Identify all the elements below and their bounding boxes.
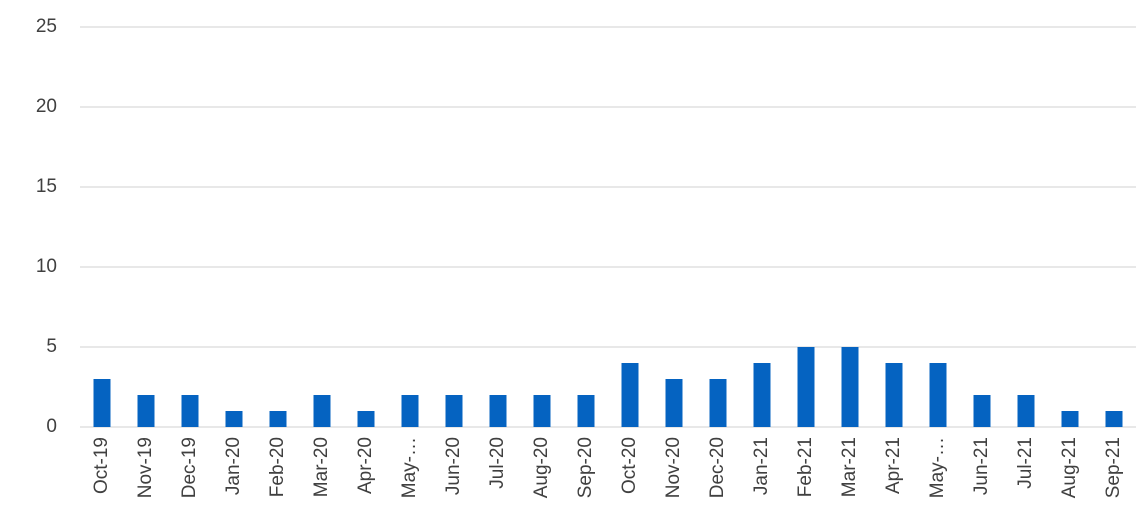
x-tick-label: Feb-21 [795,437,816,497]
x-tick-label: Jun-20 [443,437,464,495]
y-tick-label: 10 [36,256,57,277]
x-tick-label: Nov-19 [135,437,156,498]
x-tick-label: Dec-20 [707,437,728,498]
x-tick-label: Mar-21 [839,437,860,497]
x-tick-label: Nov-20 [663,437,684,498]
y-tick-label: 20 [36,96,57,117]
bar [929,363,947,427]
bar [269,411,287,427]
bar [1061,411,1079,427]
x-tick-label: Jan-20 [223,437,244,495]
bar [357,411,375,427]
y-tick-label: 0 [46,416,57,437]
x-tick-label: Apr-21 [883,437,904,494]
x-tick-label: Aug-20 [531,437,552,498]
bar [665,379,683,427]
x-tick-label: Jan-21 [751,437,772,495]
bar [313,395,331,427]
x-tick-label: May-… [927,437,948,498]
bar [709,379,727,427]
bar [93,379,111,427]
bar [445,395,463,427]
bar [577,395,595,427]
x-tick-label: Feb-20 [267,437,288,497]
bar [489,395,507,427]
x-tick-label: Mar-20 [311,437,332,497]
y-tick-label: 15 [36,176,57,197]
bar [885,363,903,427]
x-tick-label: Jul-21 [1015,437,1036,489]
x-tick-label: Jul-20 [487,437,508,489]
x-tick-label: Sep-21 [1103,437,1124,498]
bar [533,395,551,427]
y-tick-label: 25 [36,16,57,37]
bar [797,347,815,427]
bar [1105,411,1123,427]
bar [753,363,771,427]
x-tick-label: May-… [399,437,420,498]
x-tick-label: Apr-20 [355,437,376,494]
bar [621,363,639,427]
bar [973,395,991,427]
x-tick-label: Aug-21 [1059,437,1080,498]
x-tick-label: Sep-20 [575,437,596,498]
bar [1017,395,1035,427]
bar [841,347,859,427]
bar [181,395,199,427]
y-tick-label: 5 [46,336,57,357]
bar [401,395,419,427]
x-tick-label: Dec-19 [179,437,200,498]
bar [137,395,155,427]
x-tick-label: Jun-21 [971,437,992,495]
x-tick-label: Oct-19 [91,437,112,494]
x-tick-label: Oct-20 [619,437,640,494]
bar [225,411,243,427]
